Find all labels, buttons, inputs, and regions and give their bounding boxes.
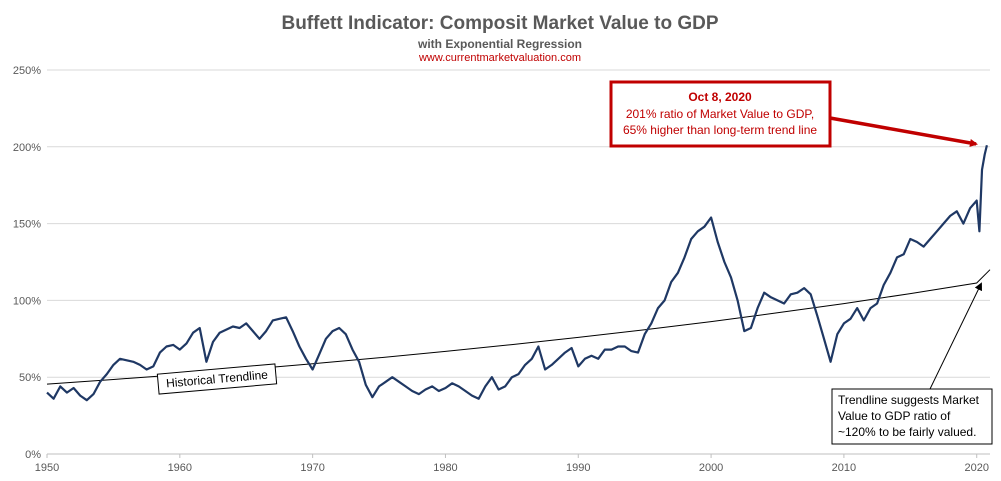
y-axis-ticks: 0% 50% 100% 150% 200% 250% bbox=[13, 65, 41, 461]
peak-annotation: Oct 8, 2020 201% ratio of Market Value t… bbox=[609, 80, 978, 148]
y-tick-label: 200% bbox=[13, 142, 41, 154]
peak-annotation-line2: 65% higher than long-term trend line bbox=[623, 123, 817, 137]
x-tick-label: 2020 bbox=[964, 462, 988, 474]
y-tick-label: 100% bbox=[13, 295, 41, 307]
historical-trendline bbox=[46, 269, 991, 385]
x-tick-label: 2000 bbox=[699, 462, 723, 474]
fair-value-line1: Trendline suggests Market bbox=[838, 393, 980, 407]
fair-value-line2: Value to GDP ratio of bbox=[838, 409, 951, 423]
y-tick-label: 50% bbox=[19, 372, 41, 384]
chart-title: Buffett Indicator: Composit Market Value… bbox=[281, 13, 718, 34]
fair-value-line3: ~120% to be fairly valued. bbox=[838, 425, 976, 439]
peak-annotation-arrow bbox=[829, 116, 978, 147]
gridlines bbox=[47, 69, 990, 378]
chart-source: www.currentmarketvaluation.com bbox=[418, 52, 581, 64]
peak-annotation-line1: 201% ratio of Market Value to GDP, bbox=[626, 107, 814, 121]
fair-value-arrow bbox=[929, 282, 982, 390]
market-value-to-gdp-line bbox=[46, 145, 988, 402]
x-tick-label: 1960 bbox=[168, 462, 192, 474]
y-tick-label: 150% bbox=[13, 219, 41, 231]
x-axis-ticks: 1950 1960 1970 1980 1990 2000 2010 2020 bbox=[35, 454, 989, 474]
peak-annotation-title: Oct 8, 2020 bbox=[688, 90, 752, 104]
x-tick-label: 2010 bbox=[832, 462, 856, 474]
y-tick-label: 250% bbox=[13, 65, 41, 77]
y-tick-label: 0% bbox=[25, 449, 41, 461]
x-tick-label: 1970 bbox=[300, 462, 324, 474]
x-tick-label: 1990 bbox=[566, 462, 590, 474]
fair-value-annotation: Trendline suggests Market Value to GDP r… bbox=[831, 282, 993, 445]
x-tick-label: 1950 bbox=[35, 462, 59, 474]
x-tick-label: 1980 bbox=[433, 462, 457, 474]
trendline-label: Historical Trendline bbox=[156, 363, 278, 395]
chart-subtitle: with Exponential Regression bbox=[417, 37, 582, 51]
